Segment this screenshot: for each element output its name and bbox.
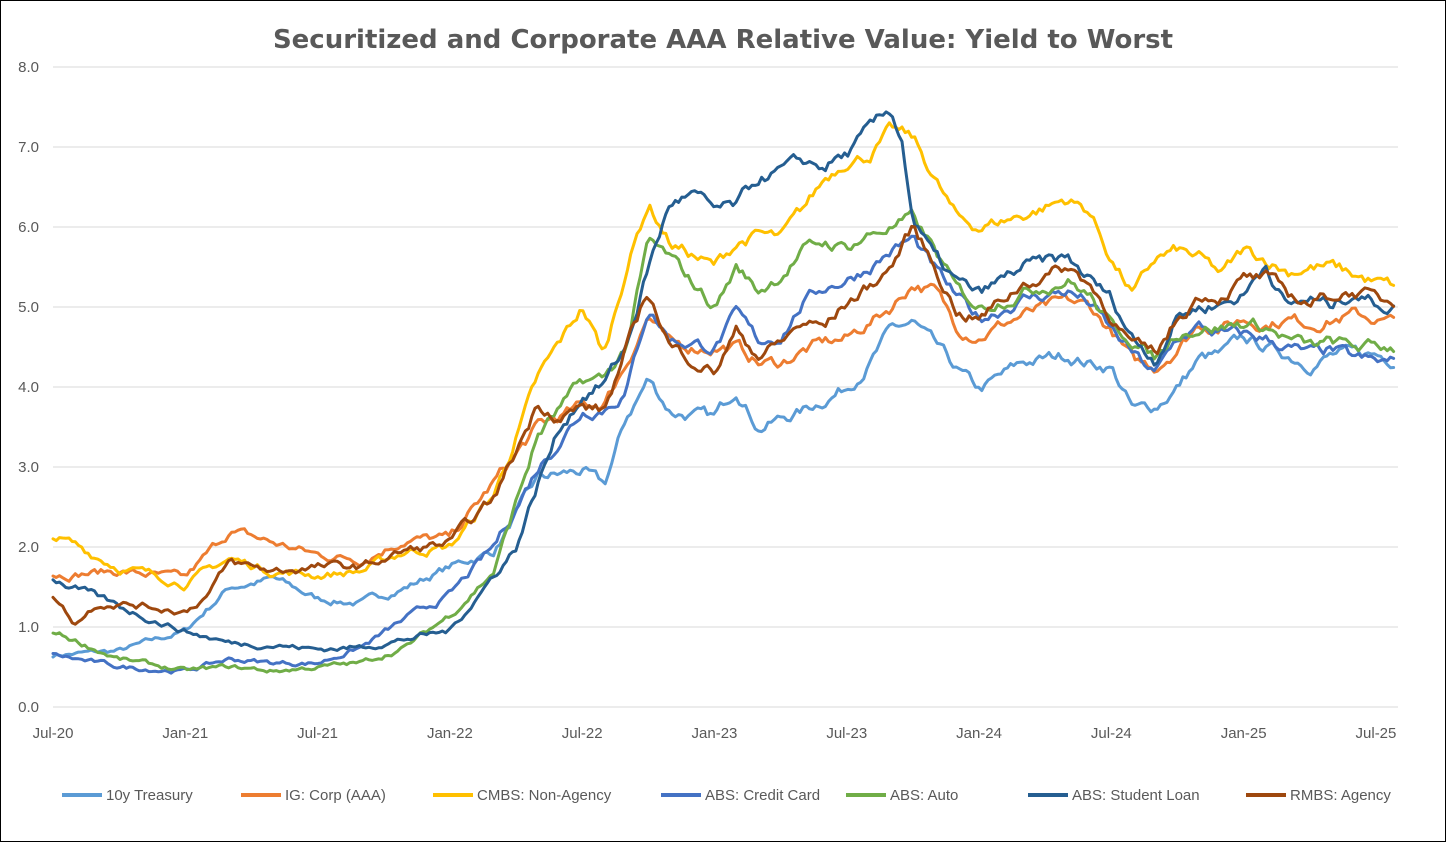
y-tick-label: 8.0 [18, 59, 39, 76]
x-tick-label: Jul-23 [826, 725, 867, 742]
x-tick-label: Jan-23 [692, 725, 738, 742]
y-tick-label: 3.0 [18, 459, 39, 476]
legend-label: ABS: Auto [890, 787, 958, 804]
x-tick-label: Jan-21 [162, 725, 208, 742]
x-axis-ticks: Jul-20 Jan-21 Jul-21 Jan-22 Jul-22 Jan-23 Jul-… [33, 725, 1397, 742]
y-tick-label: 6.0 [18, 219, 39, 236]
x-tick-label: Jul-22 [562, 725, 603, 742]
legend: 10y Treasury IG: Corp (AAA) CMBS: Non-Agen… [62, 787, 1391, 804]
legend-label: 10y Treasury [106, 787, 193, 804]
y-tick-label: 5.0 [18, 299, 39, 316]
series-line-ig-corp-aaa [51, 282, 1396, 583]
legend-label: CMBS: Non-Agency [477, 787, 612, 804]
series-lines [51, 110, 1396, 675]
legend-label: IG: Corp (AAA) [285, 787, 386, 804]
x-tick-label: Jan-24 [956, 725, 1002, 742]
legend-label: RMBS: Agency [1290, 787, 1391, 804]
x-tick-label: Jul-21 [297, 725, 338, 742]
x-tick-label: Jan-22 [427, 725, 473, 742]
series-line-abs-auto [51, 208, 1396, 674]
chart-title: Securitized and Corporate AAA Relative V… [273, 25, 1173, 55]
x-tick-label: Jul-20 [33, 725, 74, 742]
legend-label: ABS: Credit Card [705, 787, 820, 804]
series-line-abs-credit-card [51, 234, 1396, 675]
y-axis-ticks: 0.0 1.0 2.0 3.0 4.0 5.0 6.0 7.0 8.0 [18, 59, 39, 716]
legend-label: ABS: Student Loan [1072, 787, 1200, 804]
y-tick-label: 2.0 [18, 539, 39, 556]
x-tick-label: Jul-24 [1091, 725, 1132, 742]
y-tick-label: 4.0 [18, 379, 39, 396]
y-tick-label: 7.0 [18, 139, 39, 156]
series-line-10y-treasury [51, 318, 1396, 659]
series-line-cmbs-non-agency [51, 121, 1396, 592]
series-line-rmbs-agency [51, 224, 1396, 626]
y-tick-label: 1.0 [18, 619, 39, 636]
x-tick-label: Jan-25 [1221, 725, 1267, 742]
y-tick-label: 0.0 [18, 699, 39, 716]
series-line-abs-student-loan [51, 110, 1396, 653]
gridlines [53, 66, 1398, 708]
x-tick-label: Jul-25 [1356, 725, 1397, 742]
